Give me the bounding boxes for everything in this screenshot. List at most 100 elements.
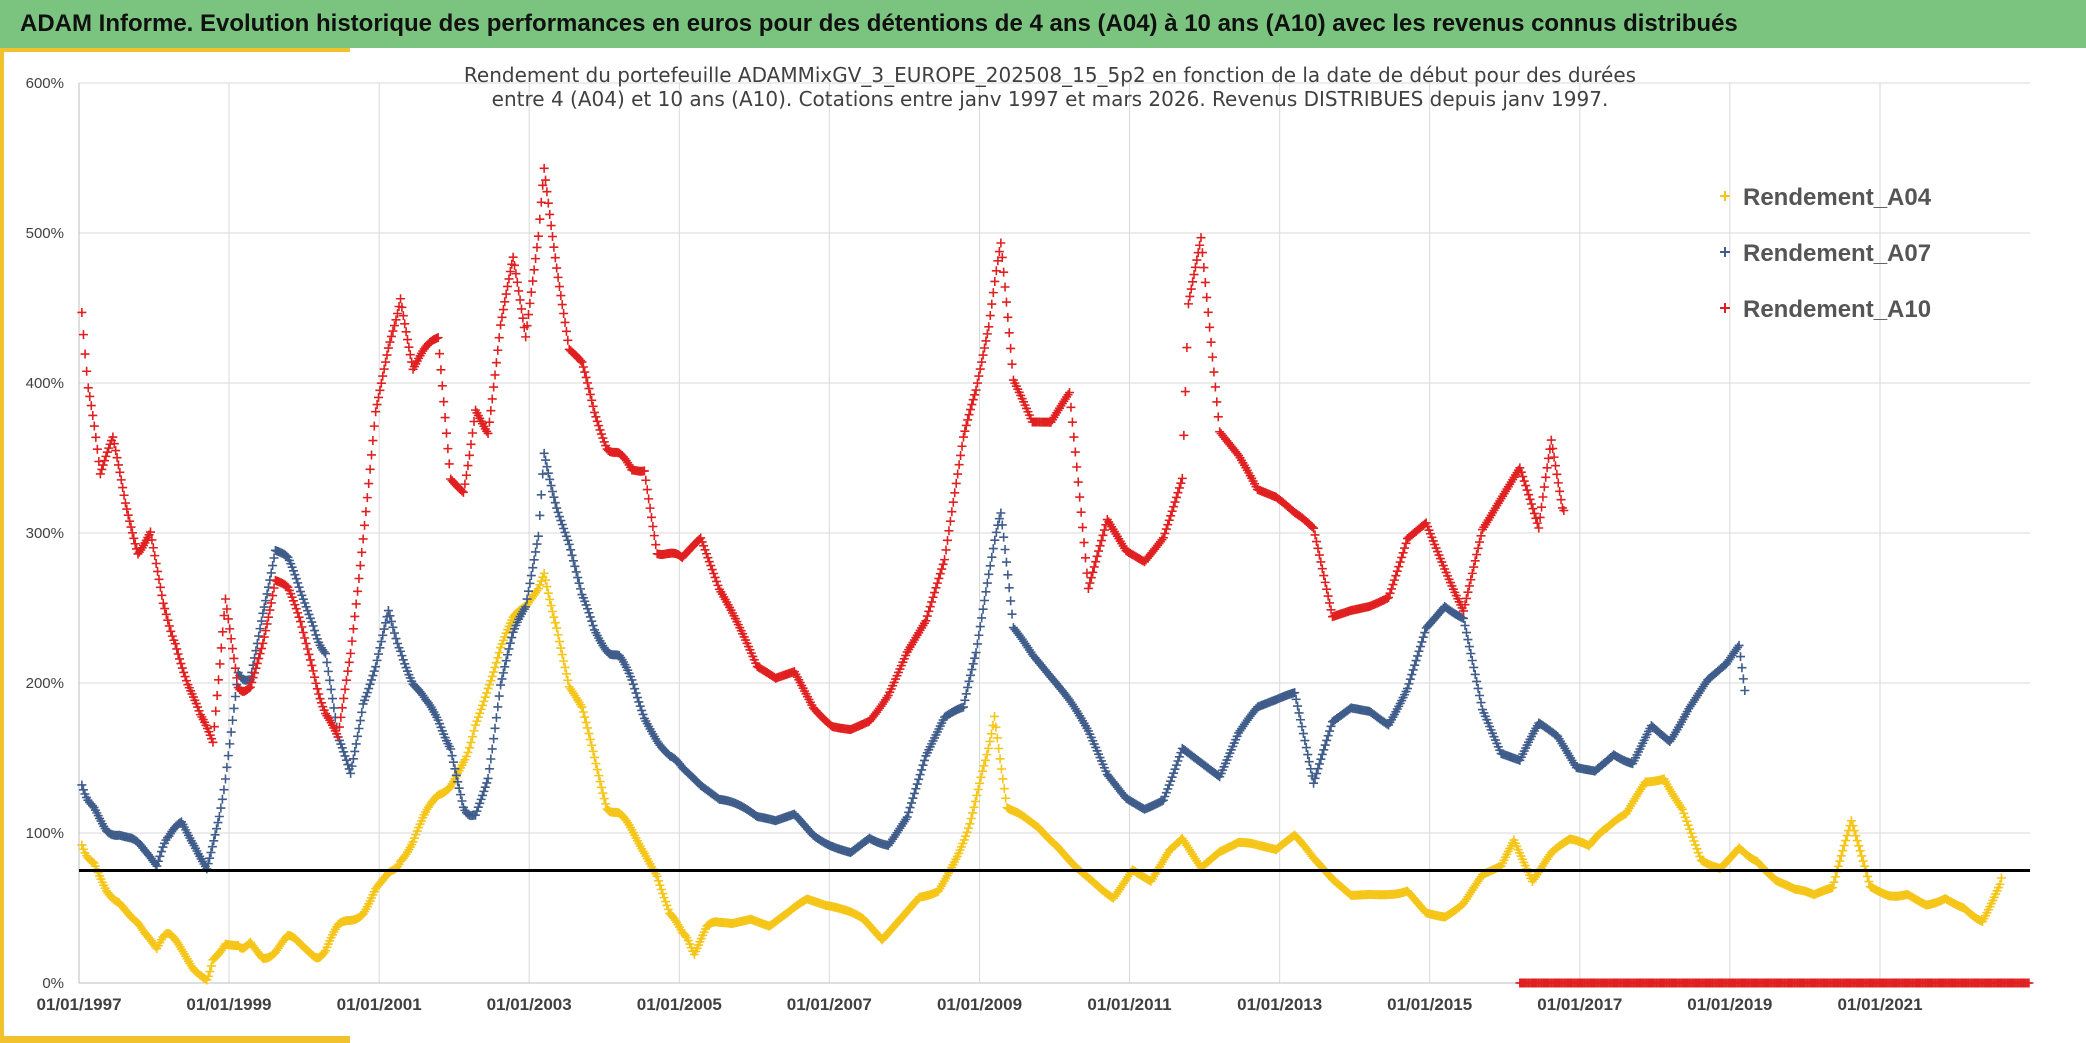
data-point-rendement_a10	[1525, 494, 1535, 504]
legend-marker	[1720, 247, 1730, 257]
data-point-rendement_a07	[212, 824, 222, 834]
data-point-rendement_a07	[484, 764, 494, 774]
data-point-rendement_a10	[360, 520, 370, 530]
data-point-rendement_a10	[1389, 575, 1399, 585]
data-point-rendement_a04	[552, 623, 562, 633]
data-point-rendement_a04	[550, 618, 560, 628]
data-point-rendement_a04	[1996, 873, 2006, 883]
data-point-rendement_a10	[310, 672, 320, 682]
data-point-rendement_a10	[308, 666, 318, 676]
data-point-rendement_a10	[563, 335, 573, 345]
data-point-rendement_a04	[654, 876, 664, 886]
data-point-rendement_a07	[255, 624, 265, 634]
data-point-rendement_a07	[337, 743, 347, 753]
data-point-rendement_a04	[466, 737, 476, 747]
data-point-rendement_a07	[448, 757, 458, 767]
data-point-rendement_a10	[1467, 568, 1477, 578]
data-point-rendement_a10	[1163, 520, 1173, 530]
data-point-rendement_a07	[1310, 773, 1320, 783]
data-point-rendement_a10	[263, 612, 273, 622]
data-point-rendement_a04	[1838, 846, 1848, 856]
data-point-rendement_a04	[482, 688, 492, 698]
data-point-rendement_a07	[907, 798, 917, 808]
data-point-rendement_a07	[222, 762, 232, 772]
data-point-rendement_a04	[1852, 836, 1862, 846]
data-point-rendement_a10	[584, 384, 594, 394]
data-point-rendement_a04	[1682, 816, 1692, 826]
data-point-rendement_a04	[985, 736, 995, 746]
data-point-rendement_a10	[585, 389, 595, 399]
data-point-rendement_a04	[1857, 851, 1867, 861]
data-point-rendement_a04	[1829, 877, 1839, 887]
data-point-rendement_a04	[592, 765, 602, 775]
x-tick-label: 01/01/2019	[1687, 995, 1772, 1014]
data-point-rendement_a10	[354, 574, 364, 584]
data-point-rendement_a07	[560, 527, 570, 537]
data-point-rendement_a07	[1417, 637, 1427, 647]
data-point-rendement_a10	[549, 242, 559, 252]
data-point-rendement_a10	[339, 693, 349, 703]
data-point-rendement_a07	[521, 602, 531, 612]
data-point-rendement_a10	[226, 634, 236, 644]
data-point-rendement_a10	[336, 712, 346, 722]
data-point-rendement_a10	[258, 638, 268, 648]
data-point-rendement_a10	[958, 432, 968, 442]
data-point-rendement_a10	[1079, 538, 1089, 548]
data-point-rendement_a07	[366, 675, 376, 685]
data-point-rendement_a10	[1189, 270, 1199, 280]
data-point-rendement_a07	[290, 570, 300, 580]
data-point-rendement_a10	[385, 337, 395, 347]
data-point-rendement_a07	[203, 859, 213, 869]
data-point-rendement_a10	[126, 522, 136, 532]
data-point-rendement_a10	[1199, 263, 1209, 273]
data-point-rendement_a04	[972, 790, 982, 800]
data-point-rendement_a10	[1207, 352, 1217, 362]
data-point-rendement_a10	[222, 604, 232, 614]
data-point-rendement_a04	[486, 676, 496, 686]
data-point-rendement_a04	[1679, 808, 1689, 818]
data-point-rendement_a04	[982, 750, 992, 760]
data-point-rendement_a07	[972, 639, 982, 649]
data-point-rendement_a07	[971, 648, 981, 658]
data-point-rendement_a10	[1069, 432, 1079, 442]
data-point-rendement_a07	[479, 786, 489, 796]
data-point-rendement_a07	[548, 486, 558, 496]
y-tick-label: 100%	[26, 825, 64, 842]
data-point-rendement_a10	[541, 175, 551, 185]
data-point-rendement_a07	[587, 616, 597, 626]
data-point-rendement_a10	[112, 453, 122, 463]
data-point-rendement_a07	[1410, 660, 1420, 670]
data-point-rendement_a10	[1464, 581, 1474, 591]
data-point-rendement_a07	[341, 755, 351, 765]
legend-marker	[1720, 191, 1730, 201]
data-point-rendement_a10	[941, 545, 951, 555]
data-point-rendement_a10	[216, 643, 226, 653]
data-point-rendement_a07	[988, 544, 998, 554]
data-point-rendement_a07	[261, 596, 271, 606]
data-point-rendement_a07	[1470, 669, 1480, 679]
data-point-rendement_a10	[371, 407, 381, 417]
data-point-rendement_a04	[480, 692, 490, 702]
data-point-rendement_a10	[361, 507, 371, 517]
data-point-rendement_a04	[986, 729, 996, 739]
data-point-rendement_a10	[1171, 492, 1181, 502]
data-point-rendement_a07	[256, 616, 266, 626]
data-point-rendement_a10	[150, 551, 160, 561]
data-point-rendement_a07	[909, 788, 919, 798]
data-point-rendement_a07	[476, 794, 486, 804]
data-point-rendement_a07	[531, 547, 541, 557]
data-point-rendement_a07	[1734, 640, 1744, 650]
data-point-rendement_a07	[268, 561, 278, 571]
data-point-rendement_a04	[595, 777, 605, 787]
data-point-rendement_a10	[521, 332, 531, 342]
data-point-rendement_a04	[1995, 879, 2005, 889]
data-point-rendement_a10	[294, 612, 304, 622]
data-point-rendement_a10	[89, 421, 99, 431]
data-point-rendement_a10	[700, 545, 710, 555]
data-point-rendement_a10	[364, 479, 374, 489]
data-point-rendement_a07	[259, 602, 269, 612]
data-point-rendement_a07	[497, 674, 507, 684]
data-point-rendement_a04	[601, 799, 611, 809]
data-point-rendement_a10	[167, 631, 177, 641]
data-point-rendement_a04	[979, 761, 989, 771]
